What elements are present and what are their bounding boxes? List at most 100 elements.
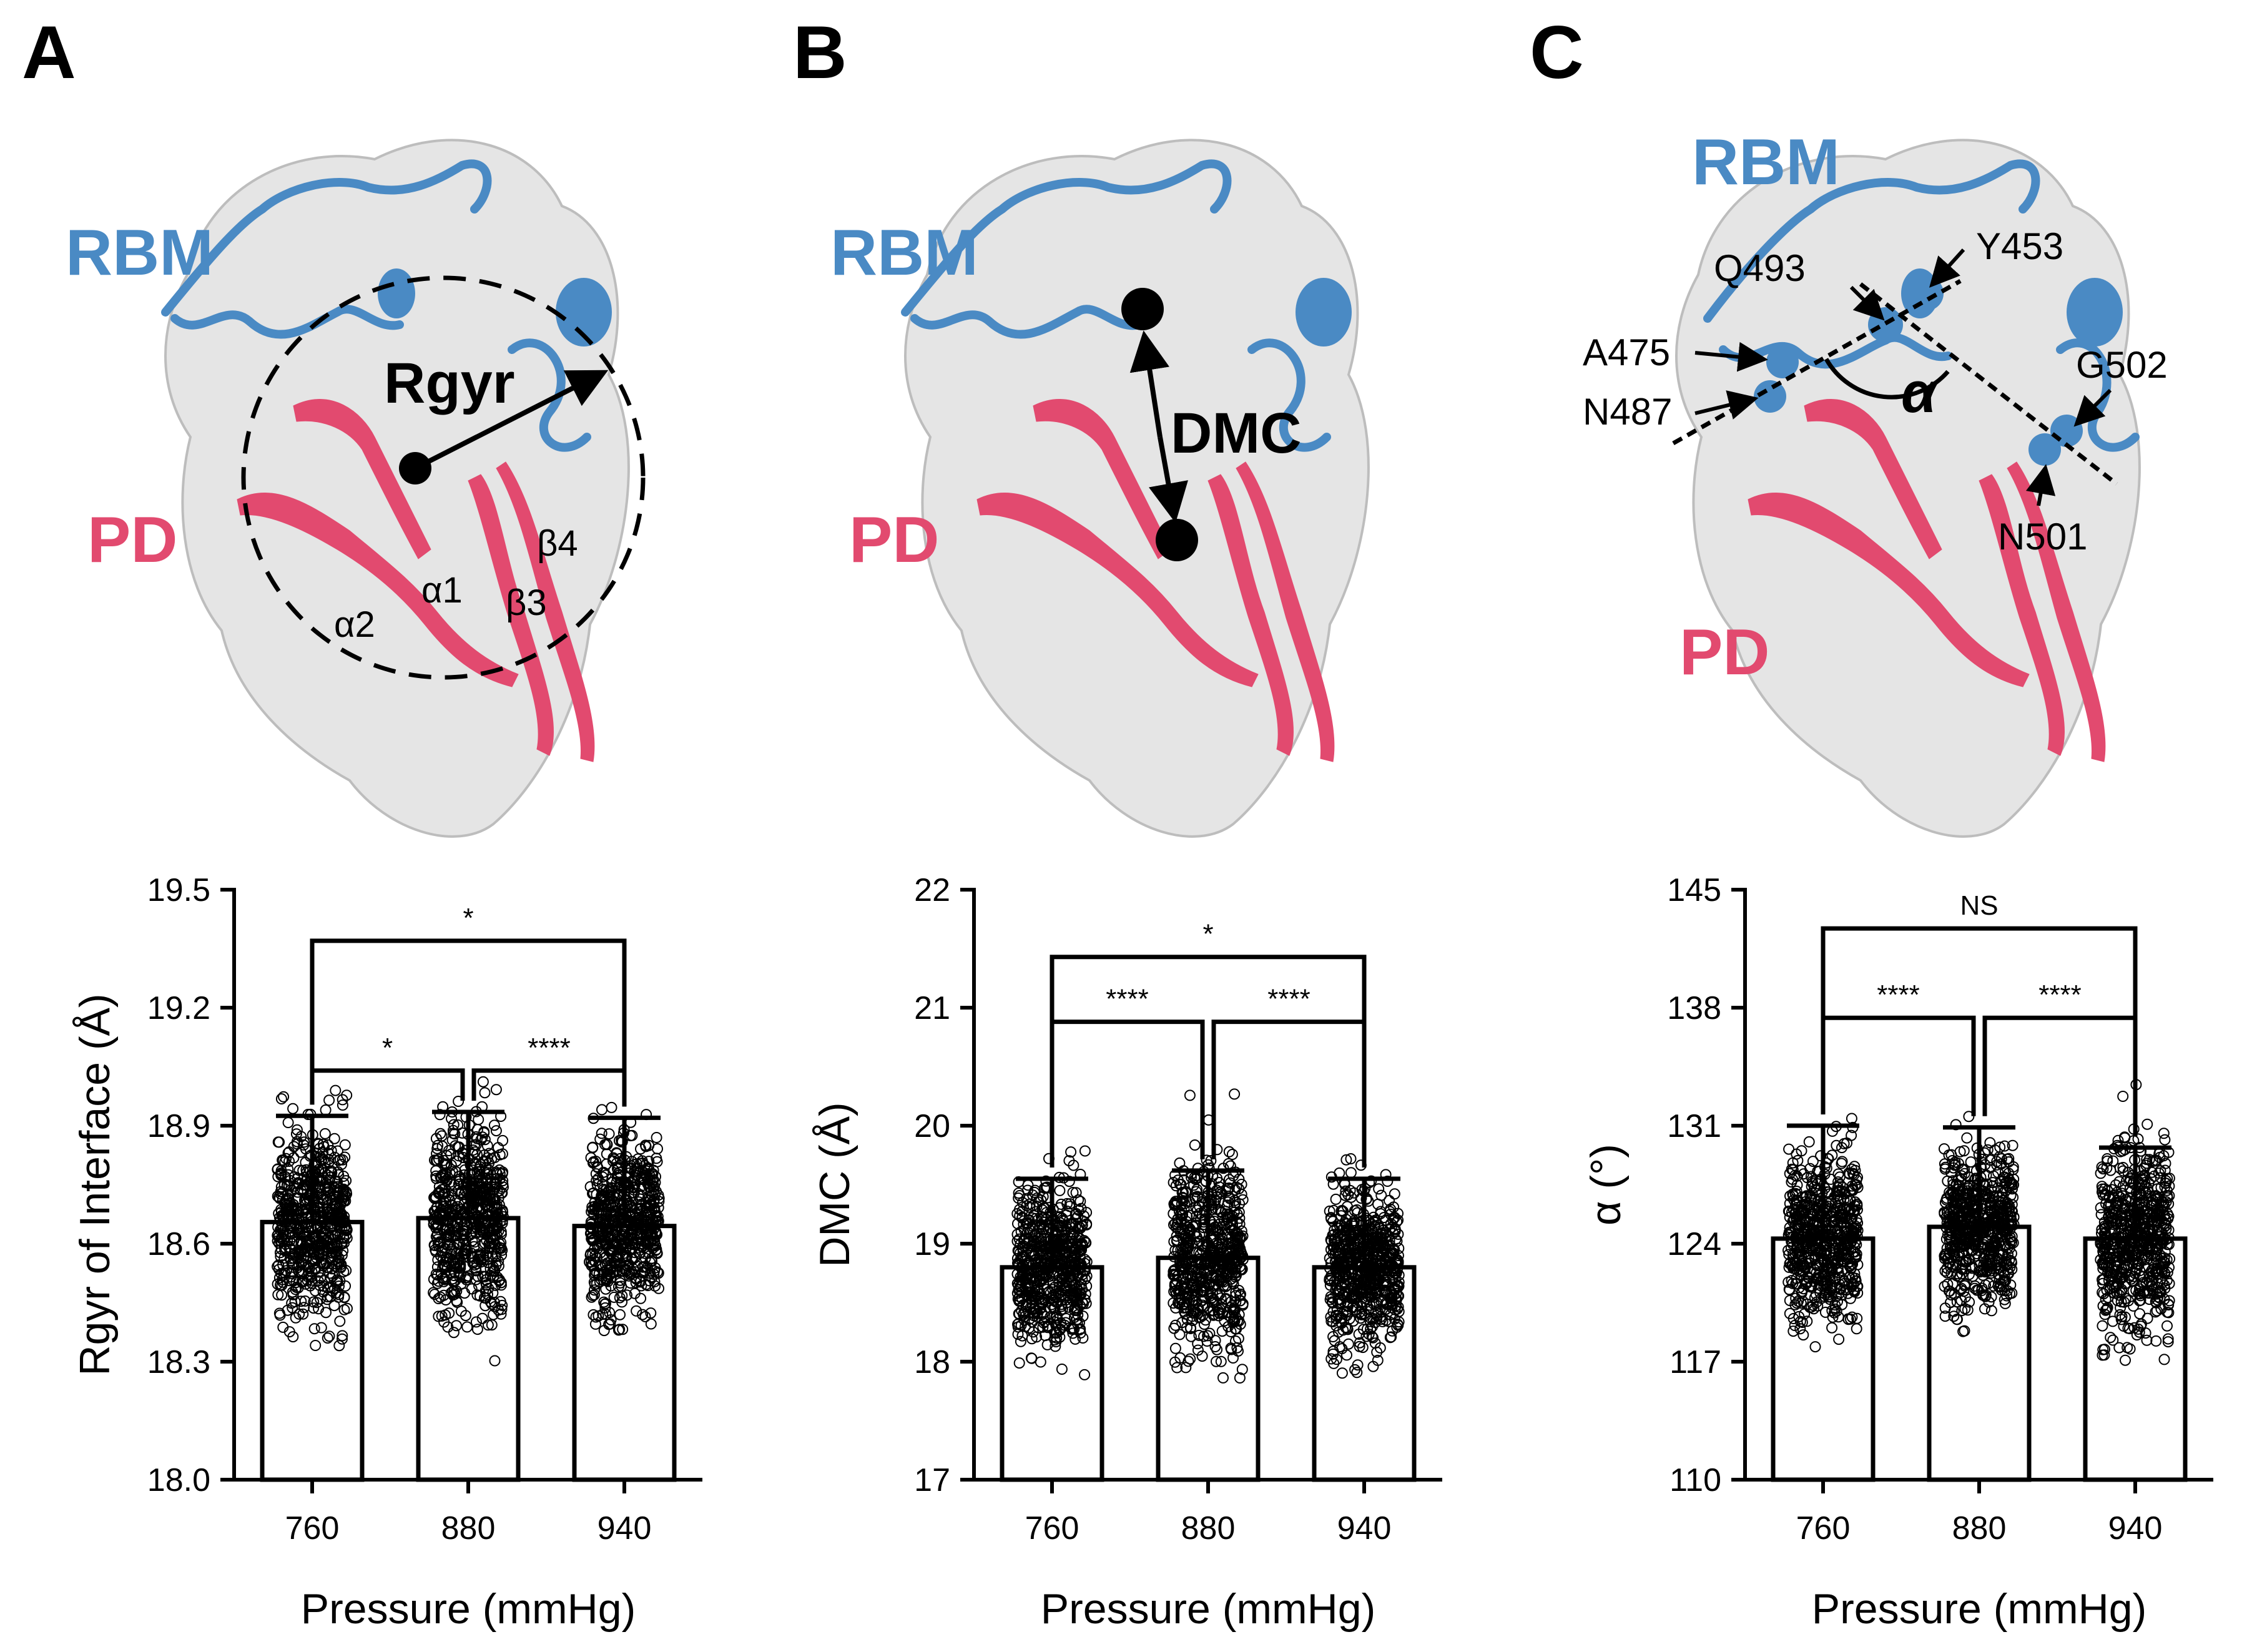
data-point bbox=[322, 1332, 333, 1344]
data-point bbox=[432, 1269, 443, 1281]
data-point bbox=[308, 1302, 320, 1314]
data-point bbox=[341, 1089, 353, 1101]
data-point bbox=[293, 1308, 305, 1320]
y-tick-label: 20 bbox=[914, 1108, 950, 1144]
data-point bbox=[274, 1224, 286, 1236]
x-tick-label-760: 760 bbox=[1025, 1510, 1079, 1546]
data-point bbox=[327, 1229, 338, 1241]
data-point bbox=[293, 1178, 305, 1190]
data-point bbox=[480, 1277, 492, 1289]
data-point bbox=[328, 1181, 340, 1193]
data-point bbox=[323, 1094, 335, 1106]
data-point bbox=[651, 1132, 662, 1143]
data-point bbox=[283, 1326, 295, 1338]
data-point bbox=[1229, 1088, 1241, 1100]
rbm-label-b: RBM bbox=[830, 217, 978, 289]
data-point bbox=[466, 1227, 478, 1239]
data-point bbox=[1984, 1137, 1996, 1149]
data-point bbox=[465, 1178, 477, 1189]
data-point bbox=[338, 1291, 350, 1303]
significance-label-880-940: **** bbox=[1267, 984, 1310, 1015]
data-point bbox=[282, 1117, 294, 1128]
data-point bbox=[273, 1191, 285, 1203]
residue-blob-q493 bbox=[1868, 307, 1903, 342]
data-point bbox=[329, 1151, 341, 1163]
data-point bbox=[445, 1248, 457, 1260]
data-point bbox=[479, 1087, 491, 1099]
panel-a-structure: Rgyr RBM PD α2 α1 β3 β4 bbox=[66, 139, 646, 838]
data-point bbox=[431, 1143, 443, 1154]
x-tick-label-880: 880 bbox=[441, 1510, 496, 1546]
data-point bbox=[478, 1127, 490, 1139]
data-point bbox=[273, 1307, 285, 1319]
data-point bbox=[331, 1216, 343, 1227]
secondary-label-beta4: β4 bbox=[537, 523, 578, 564]
data-point bbox=[273, 1207, 285, 1219]
residue-label-q493: Q493 bbox=[1714, 247, 1806, 289]
data-point bbox=[304, 1280, 316, 1292]
data-point bbox=[496, 1304, 508, 1315]
data-point bbox=[490, 1125, 502, 1137]
data-point bbox=[461, 1274, 472, 1286]
data-point bbox=[315, 1322, 327, 1334]
data-point bbox=[443, 1307, 455, 1319]
data-point bbox=[322, 1282, 333, 1294]
data-point bbox=[453, 1096, 465, 1107]
data-point bbox=[435, 1128, 446, 1139]
alpha-angle-label: α bbox=[1901, 361, 1939, 425]
data-point bbox=[278, 1091, 290, 1103]
significance-bracket-760-940 bbox=[1050, 955, 1367, 1168]
data-point bbox=[273, 1136, 285, 1148]
data-point bbox=[336, 1192, 348, 1204]
data-point bbox=[470, 1196, 482, 1207]
rbm-helix-a bbox=[556, 278, 612, 347]
data-point bbox=[272, 1235, 283, 1247]
x-tick-label-940: 940 bbox=[597, 1510, 652, 1546]
data-point bbox=[460, 1212, 471, 1224]
data-point bbox=[289, 1249, 301, 1261]
data-point bbox=[273, 1259, 285, 1271]
data-point bbox=[430, 1191, 441, 1202]
residue-blob-g502 bbox=[2050, 415, 2083, 447]
data-point bbox=[306, 1274, 318, 1286]
significance-bracket-880-940 bbox=[471, 1068, 627, 1107]
data-point bbox=[476, 1172, 488, 1183]
data-point bbox=[1334, 1167, 1345, 1179]
secondary-label-alpha2: α2 bbox=[334, 604, 375, 645]
data-point bbox=[606, 1101, 617, 1113]
data-point bbox=[434, 1109, 446, 1121]
data-point bbox=[340, 1265, 352, 1276]
data-point bbox=[320, 1181, 331, 1192]
data-point bbox=[486, 1319, 498, 1331]
data-point bbox=[430, 1170, 442, 1182]
data-point bbox=[330, 1084, 342, 1096]
data-point bbox=[318, 1275, 330, 1287]
panel-c-structure: α Q493 Y453 A475 N487 G502 N501 RBM PD bbox=[1583, 126, 2168, 838]
data-point bbox=[489, 1265, 501, 1277]
data-point bbox=[474, 1290, 486, 1302]
data-point bbox=[332, 1181, 344, 1192]
data-point bbox=[431, 1211, 443, 1222]
data-point bbox=[491, 1168, 503, 1179]
data-point bbox=[445, 1148, 456, 1160]
data-point bbox=[489, 1355, 501, 1367]
data-point bbox=[297, 1308, 309, 1320]
data-point bbox=[290, 1128, 302, 1140]
data-point bbox=[299, 1194, 310, 1206]
data-point bbox=[482, 1319, 494, 1331]
pd-centroid-dot bbox=[1156, 519, 1198, 561]
data-point bbox=[460, 1310, 471, 1322]
y-tick-label: 22 bbox=[914, 872, 950, 908]
significance-label-760-940: * bbox=[463, 903, 473, 933]
data-point bbox=[312, 1223, 323, 1235]
data-point bbox=[328, 1300, 340, 1312]
data-point bbox=[285, 1203, 297, 1215]
data-point bbox=[440, 1256, 451, 1267]
pd-ribbon-c bbox=[1748, 399, 2106, 762]
residue-label-a475: A475 bbox=[1583, 332, 1670, 373]
y-axis-label: DMC (Å) bbox=[811, 1102, 858, 1267]
data-point bbox=[478, 1196, 489, 1207]
data-point bbox=[470, 1316, 482, 1328]
